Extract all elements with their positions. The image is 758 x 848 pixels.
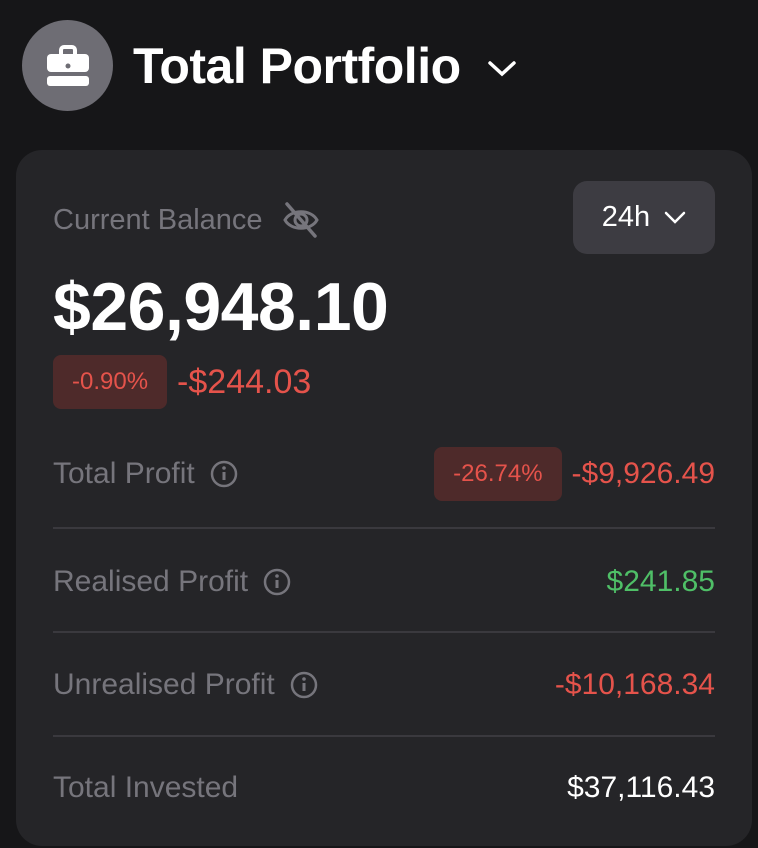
divider: [53, 735, 715, 737]
row-value: $37,116.43: [567, 771, 715, 804]
time-range-dropdown[interactable]: 24h: [573, 181, 715, 254]
balance-value: $26,948.10: [53, 269, 389, 345]
unrealised-profit-row: Unrealised Profit -$10,168.34: [53, 657, 715, 713]
portfolio-avatar: [22, 20, 113, 111]
total-profit-percent-badge: -26.74%: [434, 447, 562, 501]
change-amount: -$244.03: [177, 362, 312, 401]
row-label: Unrealised Profit: [53, 668, 275, 701]
divider: [53, 527, 715, 529]
briefcase-icon: [46, 44, 89, 86]
change-percent-badge: -0.90%: [53, 355, 168, 409]
row-value: -$9,926.49: [571, 457, 715, 490]
current-balance-label: Current Balance: [53, 200, 321, 240]
chevron-down-icon: [664, 211, 686, 224]
row-value: -$10,168.34: [554, 668, 715, 701]
balance-label-text: Current Balance: [53, 203, 263, 236]
total-invested-row: Total Invested $37,116.43: [53, 760, 715, 816]
balance-card: Current Balance 24h $26,948.10 -0.90% -$…: [16, 150, 752, 846]
row-value: $241.85: [606, 565, 715, 598]
row-label: Total Invested: [53, 771, 239, 804]
eye-off-icon[interactable]: [281, 200, 321, 240]
total-profit-row: Total Profit -26.74% -$9,926.49: [53, 446, 715, 502]
balance-change: -0.90% -$244.03: [53, 355, 311, 409]
page-title: Total Portfolio: [133, 37, 461, 94]
row-label: Total Profit: [53, 457, 195, 490]
info-icon[interactable]: [289, 670, 319, 700]
info-icon[interactable]: [209, 459, 239, 489]
range-value: 24h: [601, 201, 651, 233]
portfolio-header[interactable]: Total Portfolio: [22, 20, 517, 111]
realised-profit-row: Realised Profit $241.85: [53, 554, 715, 610]
info-icon[interactable]: [262, 567, 292, 597]
chevron-down-icon[interactable]: [487, 60, 517, 78]
row-label: Realised Profit: [53, 565, 249, 598]
divider: [53, 631, 715, 633]
